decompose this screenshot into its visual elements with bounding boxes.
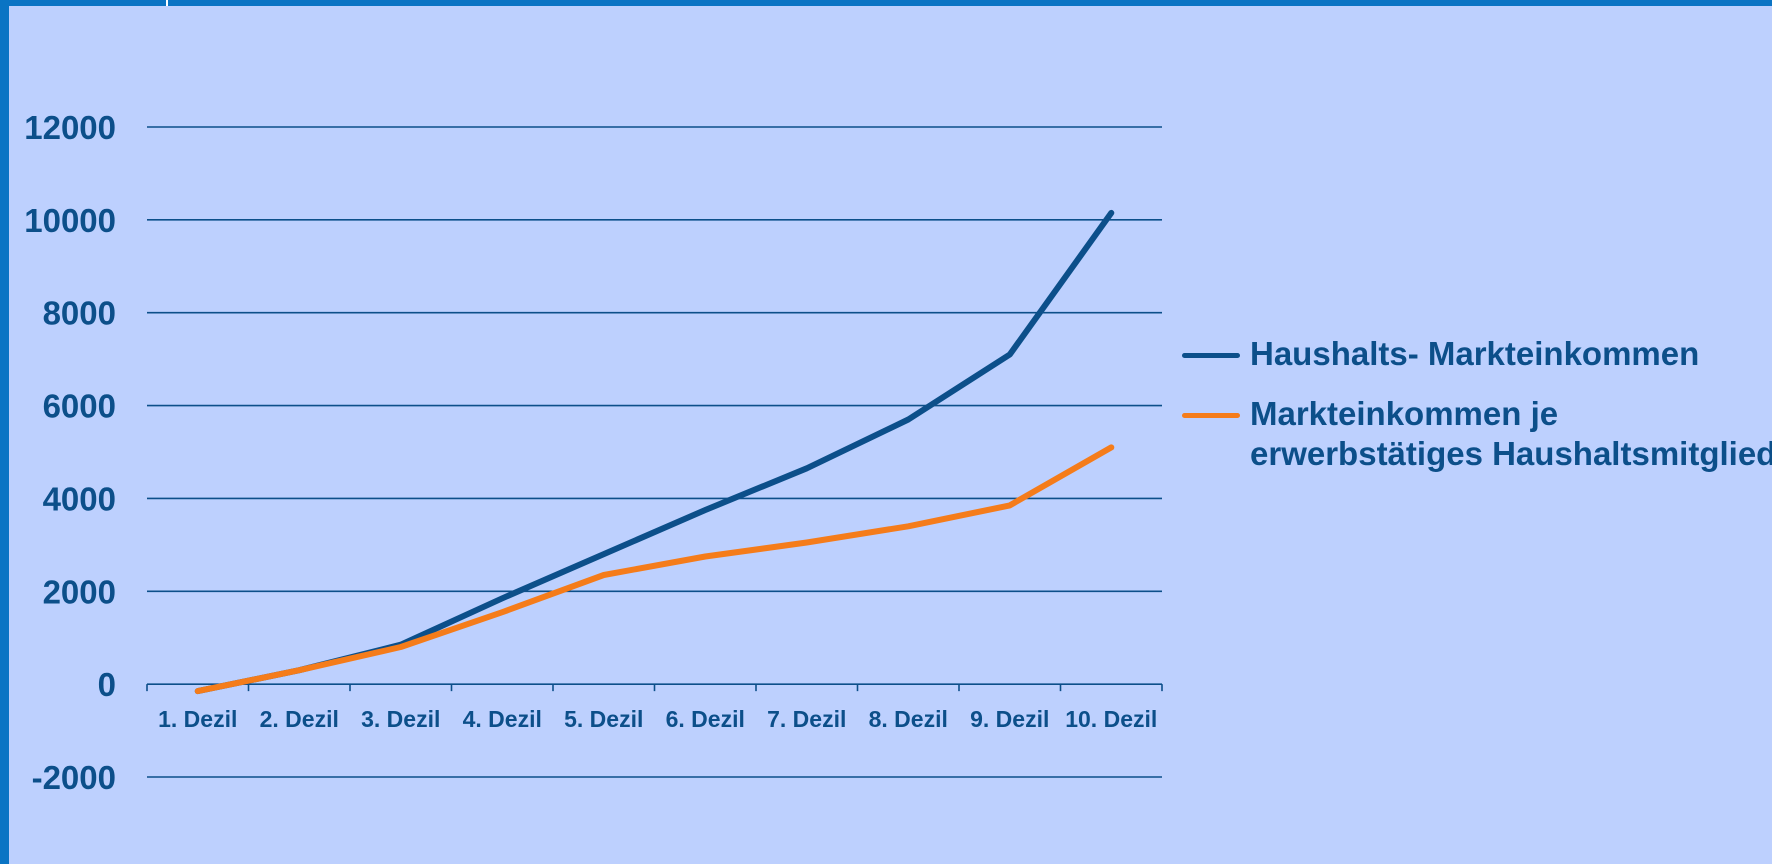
x-tick-label-1: 2. Dezil — [260, 706, 339, 732]
legend-swatch-series-2 — [1182, 413, 1240, 418]
y-tick-label-2: 8000 — [43, 295, 116, 332]
legend-swatch-series-1 — [1182, 353, 1240, 358]
series-lines — [194, 209, 1115, 695]
y-tick-label-4: 4000 — [43, 480, 116, 517]
y-tick-label-1: 10000 — [24, 202, 116, 239]
y-tick-label-6: 0 — [98, 666, 116, 703]
x-tick-labels: 1. Dezil 2. Dezil 3. Dezil 4. Dezil 5. Dezil… — [158, 706, 1157, 732]
series-line-1 — [194, 209, 1115, 695]
x-tick-label-5: 6. Dezil — [666, 706, 745, 732]
legend-entry-series-1: Haushalts- Markteinkommen — [1182, 334, 1772, 374]
x-tick-label-9: 10. Dezil — [1065, 706, 1157, 732]
gridlines — [147, 126, 1162, 778]
frame-tick — [166, 0, 168, 6]
y-tick-label-7: -2000 — [32, 759, 116, 796]
x-tick-label-4: 5. Dezil — [564, 706, 643, 732]
x-tick-label-0: 1. Dezil — [158, 706, 237, 732]
legend-label-series-1: Haushalts- Markteinkommen — [1250, 335, 1700, 372]
y-tick-label-5: 2000 — [43, 573, 116, 610]
series-line-2 — [194, 444, 1115, 695]
y-tick-labels: 12000 10000 8000 6000 4000 2000 0 -2000 — [24, 109, 116, 796]
x-tick-label-7: 8. Dezil — [869, 706, 948, 732]
x-tick-label-2: 3. Dezil — [361, 706, 440, 732]
chart-panel — [9, 6, 1772, 864]
x-tick-label-6: 7. Dezil — [767, 706, 846, 732]
y-tick-label-3: 6000 — [43, 388, 116, 425]
x-tick-label-8: 9. Dezil — [970, 706, 1049, 732]
legend: Haushalts- Markteinkommen Markteinkommen… — [1182, 334, 1772, 494]
x-axis — [146, 683, 1163, 692]
legend-label-series-2: Markteinkommen je erwerbstätiges Haushal… — [1250, 395, 1772, 472]
x-tick-label-3: 4. Dezil — [463, 706, 542, 732]
y-tick-label-0: 12000 — [24, 109, 116, 146]
legend-entry-series-2: Markteinkommen je erwerbstätiges Haushal… — [1182, 394, 1772, 474]
